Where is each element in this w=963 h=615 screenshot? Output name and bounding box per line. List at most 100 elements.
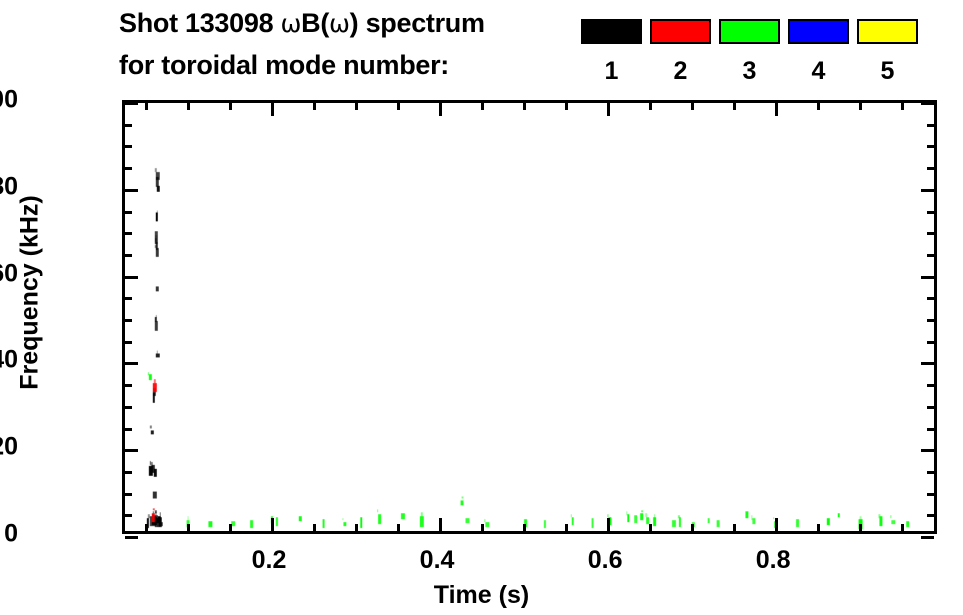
- x-tick-minor-0.05: [145, 524, 148, 531]
- x-tick-major-0.80: [775, 518, 778, 531]
- legend-swatch-mode-4: [788, 19, 849, 44]
- legend-swatch-mode-2: [650, 19, 711, 44]
- plot-title-suffix: ) spectrum: [349, 8, 485, 38]
- y-tick-minor-30: [125, 406, 132, 409]
- plot-title-mid: B(: [301, 8, 330, 38]
- plot-frame: [122, 100, 937, 539]
- y-tick-label-40: 40: [0, 345, 18, 374]
- x-tick-minor-0.70: [691, 524, 694, 531]
- x-tick-minor-0.25: [313, 524, 316, 531]
- y-tick-right-minor-15: [927, 471, 934, 474]
- y-tick-right-major-40: [921, 362, 934, 365]
- y-tick-right-minor-10: [927, 493, 934, 496]
- x-tick-top-major-0.20: [271, 103, 274, 116]
- y-tick-minor-15: [125, 471, 132, 474]
- x-tick-top-minor-0.25: [313, 103, 316, 110]
- y-tick-right-minor-25: [927, 428, 934, 431]
- y-axis-title: Frequency (kHz): [15, 195, 44, 390]
- y-tick-right-minor-30: [927, 406, 934, 409]
- y-tick-right-minor-85: [927, 167, 934, 170]
- x-tick-major-0.40: [439, 518, 442, 531]
- x-tick-minor-0.55: [565, 524, 568, 531]
- x-tick-top-minor-0.75: [733, 103, 736, 110]
- legend-swatch-mode-1: [581, 19, 642, 44]
- x-tick-minor-0.50: [523, 524, 526, 531]
- legend: 1 2 3 4 5: [0, 0, 963, 92]
- y-tick-major-60: [125, 276, 138, 279]
- y-tick-right-minor-50: [927, 319, 934, 322]
- y-tick-right-major-20: [921, 449, 934, 452]
- y-tick-right-major-100: [921, 102, 934, 105]
- y-tick-major-0: [125, 536, 138, 539]
- x-tick-major-0.20: [271, 518, 274, 531]
- y-tick-right-minor-5: [927, 514, 934, 517]
- x-tick-top-minor-0.45: [481, 103, 484, 110]
- y-tick-major-40: [125, 362, 138, 365]
- y-tick-right-minor-70: [927, 232, 934, 235]
- y-tick-label-80: 80: [0, 172, 18, 201]
- x-tick-top-minor-0.55: [565, 103, 568, 110]
- x-tick-minor-0.15: [229, 524, 232, 531]
- y-tick-right-minor-90: [927, 145, 934, 148]
- x-tick-top-minor-0.35: [397, 103, 400, 110]
- x-tick-top-minor-0.05: [145, 103, 148, 110]
- y-tick-minor-90: [125, 145, 132, 148]
- y-tick-minor-75: [125, 211, 132, 214]
- x-tick-top-minor-0.30: [355, 103, 358, 110]
- y-tick-right-major-80: [921, 189, 934, 192]
- x-tick-top-minor-0.95: [901, 103, 904, 110]
- x-tick-minor-0.35: [397, 524, 400, 531]
- legend-label-mode-3: 3: [742, 57, 757, 85]
- y-tick-right-major-0: [921, 536, 934, 539]
- x-tick-minor-0.95: [901, 524, 904, 531]
- legend-label-mode-5: 5: [880, 57, 895, 85]
- y-tick-minor-5: [125, 514, 132, 517]
- y-tick-right-minor-95: [927, 124, 934, 127]
- x-tick-minor-0.75: [733, 524, 736, 531]
- y-tick-minor-95: [125, 124, 132, 127]
- omega-symbol-2: ω: [329, 9, 350, 38]
- x-tick-minor-0.10: [187, 524, 190, 531]
- y-tick-right-minor-55: [927, 297, 934, 300]
- x-tick-label-0.4: 0.4: [419, 546, 455, 574]
- legend-label-mode-4: 4: [811, 57, 826, 85]
- x-tick-top-minor-0.70: [691, 103, 694, 110]
- y-tick-major-80: [125, 189, 138, 192]
- x-tick-label-0.6: 0.6: [587, 546, 623, 574]
- plot-title-prefix: Shot 133098: [119, 8, 281, 38]
- y-tick-minor-50: [125, 319, 132, 322]
- x-tick-top-minor-0.65: [649, 103, 652, 110]
- legend-swatch-mode-5: [857, 19, 918, 44]
- y-tick-major-20: [125, 449, 138, 452]
- legend-label-mode-2: 2: [673, 57, 688, 85]
- y-tick-minor-35: [125, 384, 132, 387]
- y-tick-minor-55: [125, 297, 132, 300]
- y-tick-right-minor-35: [927, 384, 934, 387]
- y-tick-label-0: 0: [4, 519, 18, 548]
- plot-title-line-1: Shot 133098 ωB(ω) spectrum: [119, 8, 485, 39]
- y-tick-minor-85: [125, 167, 132, 170]
- x-tick-top-minor-0.15: [229, 103, 232, 110]
- y-tick-right-minor-45: [927, 341, 934, 344]
- legend-swatch-mode-3: [719, 19, 780, 44]
- y-tick-label-100: 100: [0, 85, 18, 114]
- x-tick-major-0.60: [607, 518, 610, 531]
- x-tick-minor-0.90: [859, 524, 862, 531]
- y-tick-major-100: [125, 102, 138, 105]
- y-tick-minor-45: [125, 341, 132, 344]
- y-tick-right-major-60: [921, 276, 934, 279]
- x-axis-title: Time (s): [433, 581, 530, 609]
- y-tick-right-minor-65: [927, 254, 934, 257]
- x-tick-top-minor-0.50: [523, 103, 526, 110]
- y-tick-minor-65: [125, 254, 132, 257]
- x-tick-minor-0.30: [355, 524, 358, 531]
- y-tick-right-minor-75: [927, 211, 934, 214]
- x-tick-top-minor-0.85: [817, 103, 820, 110]
- legend-label-mode-1: 1: [604, 57, 619, 85]
- omega-symbol-1: ω: [280, 9, 302, 38]
- y-tick-label-20: 20: [0, 432, 18, 461]
- x-tick-top-minor-0.10: [187, 103, 190, 110]
- y-tick-minor-25: [125, 428, 132, 431]
